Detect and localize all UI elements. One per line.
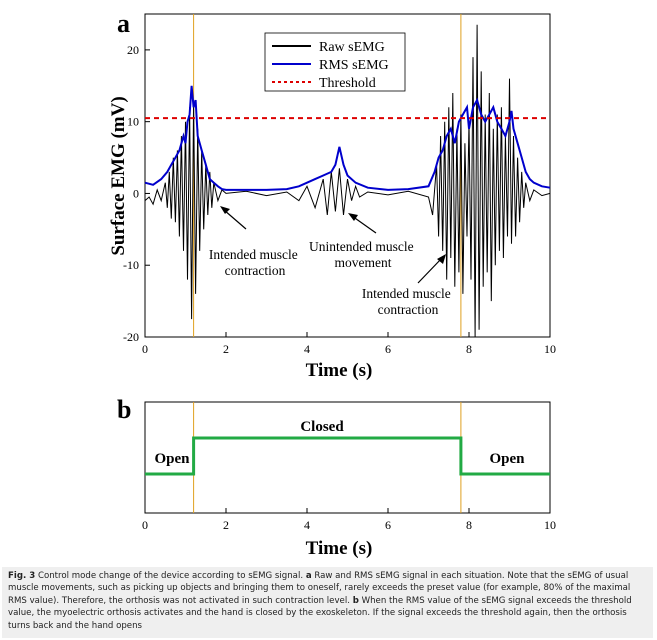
- annotation-intended-1-line1: Intended muscle: [209, 247, 298, 262]
- x-tick-label: 10: [544, 342, 556, 356]
- x-tick-label: 2: [223, 518, 229, 532]
- annotation-arrowhead-3: [437, 254, 446, 264]
- annotation-intended-1-line2: contraction: [225, 263, 286, 278]
- figure: a -20 -10 0 10 20 0 2 4 6 8 10 Surface EMG (mV) T…: [108, 9, 556, 559]
- state-line: [145, 436, 550, 476]
- caption-b-label: b: [352, 595, 359, 606]
- panel-a-letter: a: [117, 9, 130, 38]
- state-label-open-2: Open: [489, 451, 525, 467]
- annotation-arrowhead-1: [220, 206, 230, 214]
- panel-a-series: [144, 24, 551, 338]
- caption-text-1: Control mode change of the device accord…: [35, 571, 306, 581]
- annotation-intended-1: Intended muscle contraction: [209, 247, 301, 278]
- panel-a-event-lines: [193, 14, 462, 337]
- caption-text-2: Raw and RMS sEMG signal in each situatio…: [8, 571, 631, 606]
- x-tick-label: 2: [223, 342, 229, 356]
- x-tick-label: 0: [142, 518, 148, 532]
- y-tick-label: -20: [123, 330, 139, 344]
- panel-a-y-ticks: -20 -10 0 10 20: [123, 43, 150, 344]
- panel-a-y-label: Surface EMG (mV): [108, 96, 129, 255]
- legend-label-rms: RMS sEMG: [319, 58, 389, 73]
- x-tick-label: 4: [304, 518, 310, 532]
- panel-a-x-label: Time (s): [306, 360, 373, 381]
- legend-label-threshold: Threshold: [319, 76, 376, 91]
- x-tick-label: 10: [544, 518, 556, 532]
- x-tick-label: 4: [304, 342, 310, 356]
- legend: Raw sEMG RMS sEMG Threshold: [264, 32, 406, 92]
- panel-b-letter: b: [117, 395, 131, 424]
- caption-fig-number: Fig. 3: [8, 571, 36, 581]
- panel-b-x-ticks: 0 2 4 6 8 10: [142, 508, 556, 532]
- figure-caption: Fig. 3 Control mode change of the device…: [2, 567, 653, 638]
- caption-a-label: a: [305, 571, 312, 581]
- x-tick-label: 8: [466, 518, 472, 532]
- annotation-intended-2-line2: contraction: [378, 302, 439, 317]
- panel-a-x-ticks: 0 2 4 6 8 10: [142, 332, 556, 356]
- caption-text-3: When the RMS value of the sEMG signal ex…: [8, 595, 632, 631]
- legend-box: [264, 32, 406, 92]
- panel-b-frame: [144, 401, 551, 514]
- annotation-arrowhead-2: [348, 213, 358, 221]
- y-tick-label: -10: [123, 258, 139, 272]
- annotation-arrow-2: [351, 215, 377, 234]
- legend-label-raw: Raw sEMG: [319, 40, 385, 55]
- x-tick-label: 6: [385, 518, 391, 532]
- annotation-unintended: Unintended muscle movement: [309, 239, 417, 270]
- annotation-arrow-1: [223, 209, 247, 230]
- annotation-unintended-line2: movement: [335, 255, 392, 270]
- annotation-intended-2-line1: Intended muscle: [362, 286, 451, 301]
- x-tick-label: 6: [385, 342, 391, 356]
- series-line-rms-semg: [144, 85, 551, 191]
- y-tick-label: 20: [127, 43, 139, 57]
- panel-b-series: [145, 436, 550, 476]
- annotation-arrow-3: [417, 257, 443, 284]
- state-label-open-1: Open: [154, 451, 190, 467]
- annotation-intended-2: Intended muscle contraction: [362, 286, 454, 317]
- y-tick-label: 0: [133, 186, 139, 200]
- y-tick-label: 10: [127, 115, 139, 129]
- state-label-closed: Closed: [300, 419, 344, 435]
- panel-a-frame: [144, 13, 551, 338]
- annotation-unintended-line1: Unintended muscle: [309, 239, 414, 254]
- panel-b-x-label: Time (s): [306, 538, 373, 559]
- x-tick-label: 0: [142, 342, 148, 356]
- panel-a-axes: -20 -10 0 10 20 0 2 4 6 8 10: [123, 13, 556, 356]
- x-tick-label: 8: [466, 342, 472, 356]
- annotations: Intended muscle contraction Unintended m…: [209, 206, 454, 317]
- panel-b-axes: 0 2 4 6 8 10: [142, 401, 556, 532]
